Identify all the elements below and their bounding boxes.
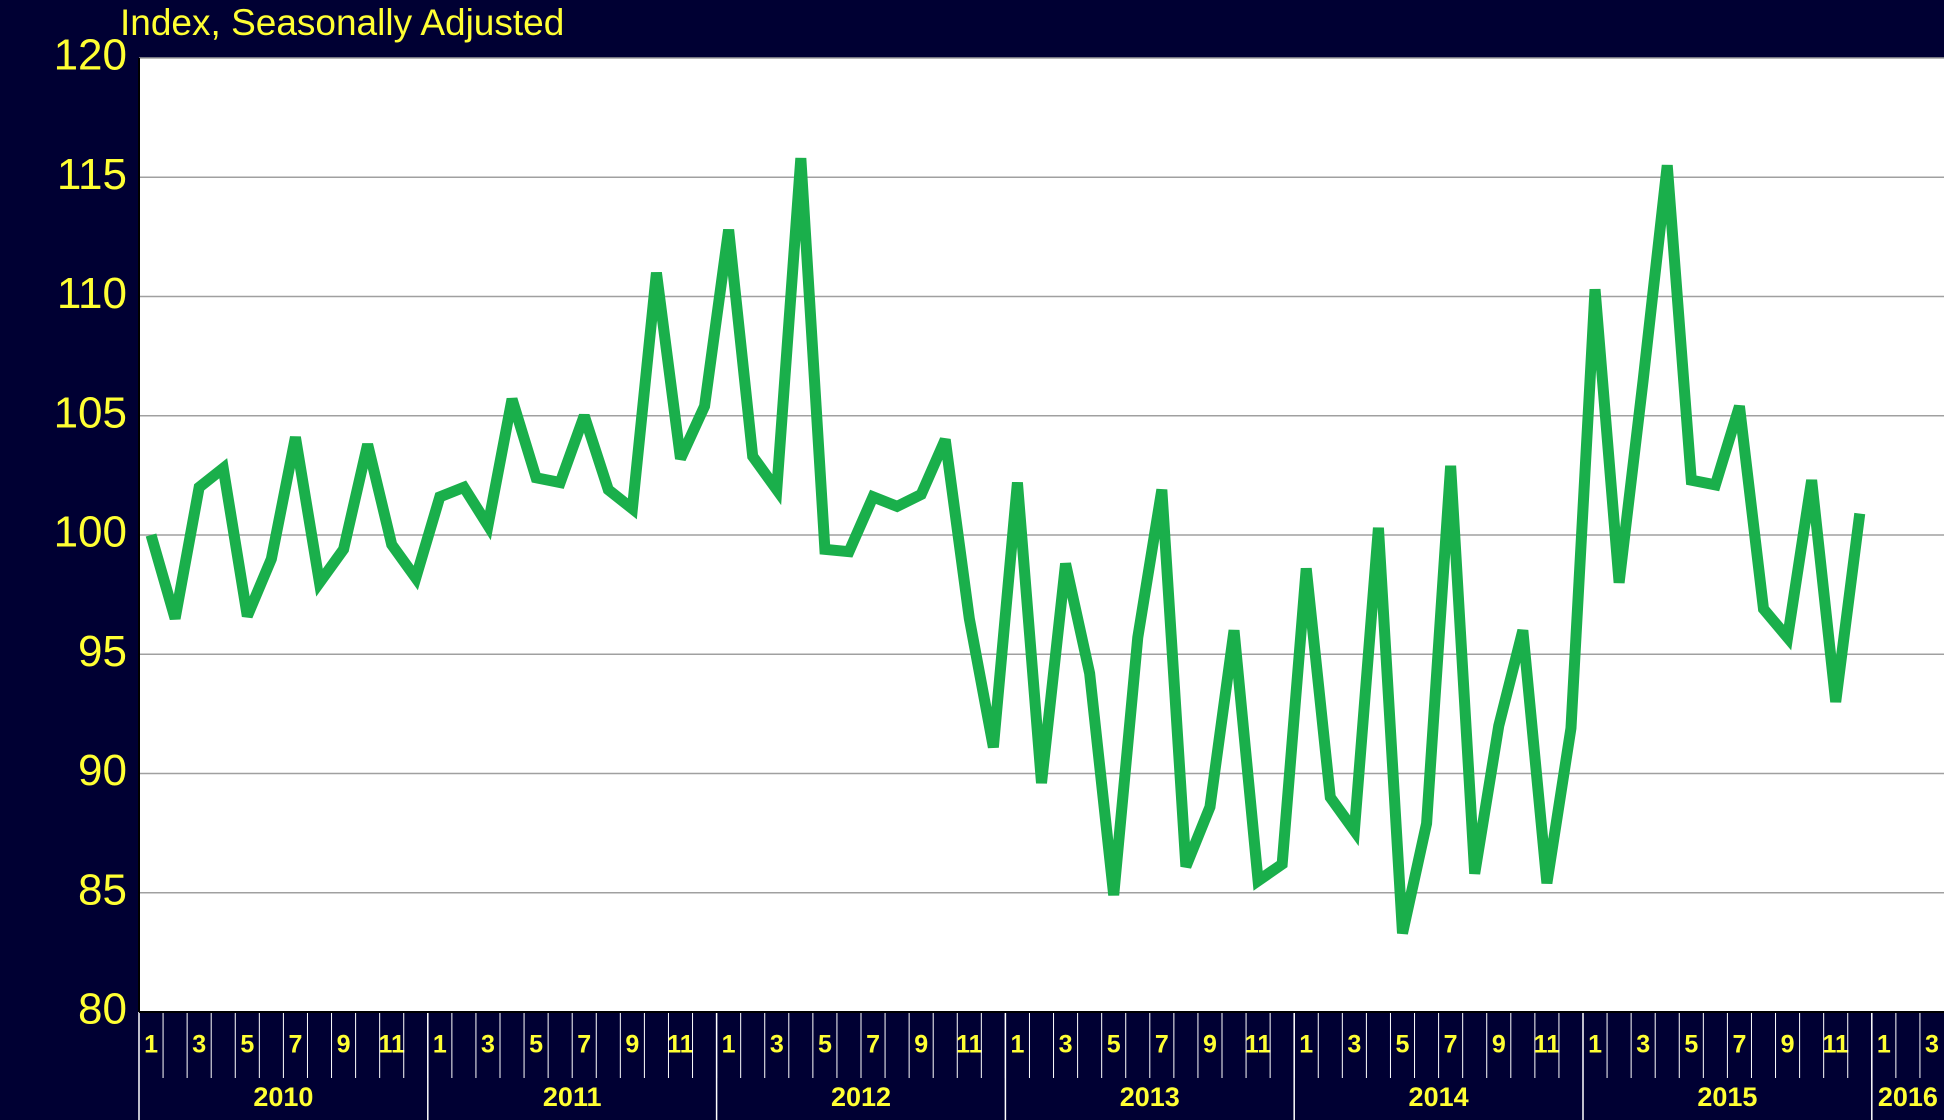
x-tick-label: 1 — [433, 1031, 447, 1059]
x-tick-label: 7 — [866, 1031, 880, 1059]
y-tick-label: 115 — [57, 150, 127, 199]
x-tick-label: 9 — [1203, 1031, 1217, 1059]
x-tick-label: 9 — [914, 1031, 928, 1059]
x-tick-label: 9 — [1781, 1031, 1795, 1059]
y-tick-label: 95 — [78, 627, 127, 676]
y-tick-label: 120 — [54, 31, 127, 80]
x-tick-label: 11 — [667, 1031, 694, 1059]
y-tick-label: 85 — [78, 865, 127, 914]
x-tick-label: 1 — [1588, 1031, 1602, 1059]
x-tick-label: 5 — [818, 1031, 832, 1059]
x-tick-label: 9 — [337, 1031, 351, 1059]
x-tick-label: 7 — [1732, 1031, 1746, 1059]
x-tick-label: 5 — [1396, 1031, 1410, 1059]
x-tick-label: 1 — [1877, 1031, 1891, 1059]
y-tick-label: 90 — [78, 746, 127, 795]
year-label: 2015 — [1697, 1082, 1757, 1112]
x-tick-label: 1 — [722, 1031, 736, 1059]
x-tick-label: 9 — [625, 1031, 639, 1059]
y-tick-label: 105 — [54, 388, 127, 437]
x-tick-label: 11 — [1534, 1031, 1561, 1059]
x-tick-label: 3 — [481, 1031, 495, 1059]
year-label: 2016 — [1878, 1082, 1938, 1112]
x-tick-label: 1 — [1010, 1031, 1024, 1059]
x-tick-label: 1 — [1299, 1031, 1313, 1059]
x-tick-label: 11 — [1822, 1031, 1849, 1059]
x-tick-label: 7 — [288, 1031, 302, 1059]
x-tick-label: 11 — [378, 1031, 405, 1059]
x-tick-label: 5 — [1107, 1031, 1121, 1059]
year-label: 2010 — [253, 1082, 313, 1112]
x-tick-label: 11 — [1245, 1031, 1272, 1059]
x-tick-label: 3 — [192, 1031, 206, 1059]
year-label: 2011 — [543, 1082, 602, 1112]
y-tick-label: 100 — [54, 508, 127, 557]
data-line — [145, 157, 1866, 935]
x-tick-label: 5 — [1684, 1031, 1698, 1059]
year-label: 2012 — [831, 1082, 891, 1112]
year-label: 2013 — [1120, 1082, 1180, 1112]
x-tick-label: 9 — [1492, 1031, 1506, 1059]
x-tick-label: 7 — [1155, 1031, 1169, 1059]
x-tick-label: 3 — [1347, 1031, 1361, 1059]
chart-title: Index, Seasonally Adjusted — [120, 2, 564, 43]
x-tick-label: 3 — [770, 1031, 784, 1059]
x-tick-label: 7 — [1444, 1031, 1458, 1059]
x-tick-label: 11 — [956, 1031, 983, 1059]
x-tick-label: 3 — [1925, 1031, 1939, 1059]
year-label: 2014 — [1409, 1082, 1469, 1112]
x-tick-label: 1 — [144, 1031, 158, 1059]
x-tick-label: 7 — [577, 1031, 591, 1059]
x-tick-label: 3 — [1636, 1031, 1650, 1059]
x-tick-label: 3 — [1059, 1031, 1073, 1059]
y-tick-label: 110 — [57, 269, 127, 318]
x-tick-label: 5 — [240, 1031, 254, 1059]
y-tick-label: 80 — [78, 985, 127, 1034]
x-tick-label: 5 — [529, 1031, 543, 1059]
